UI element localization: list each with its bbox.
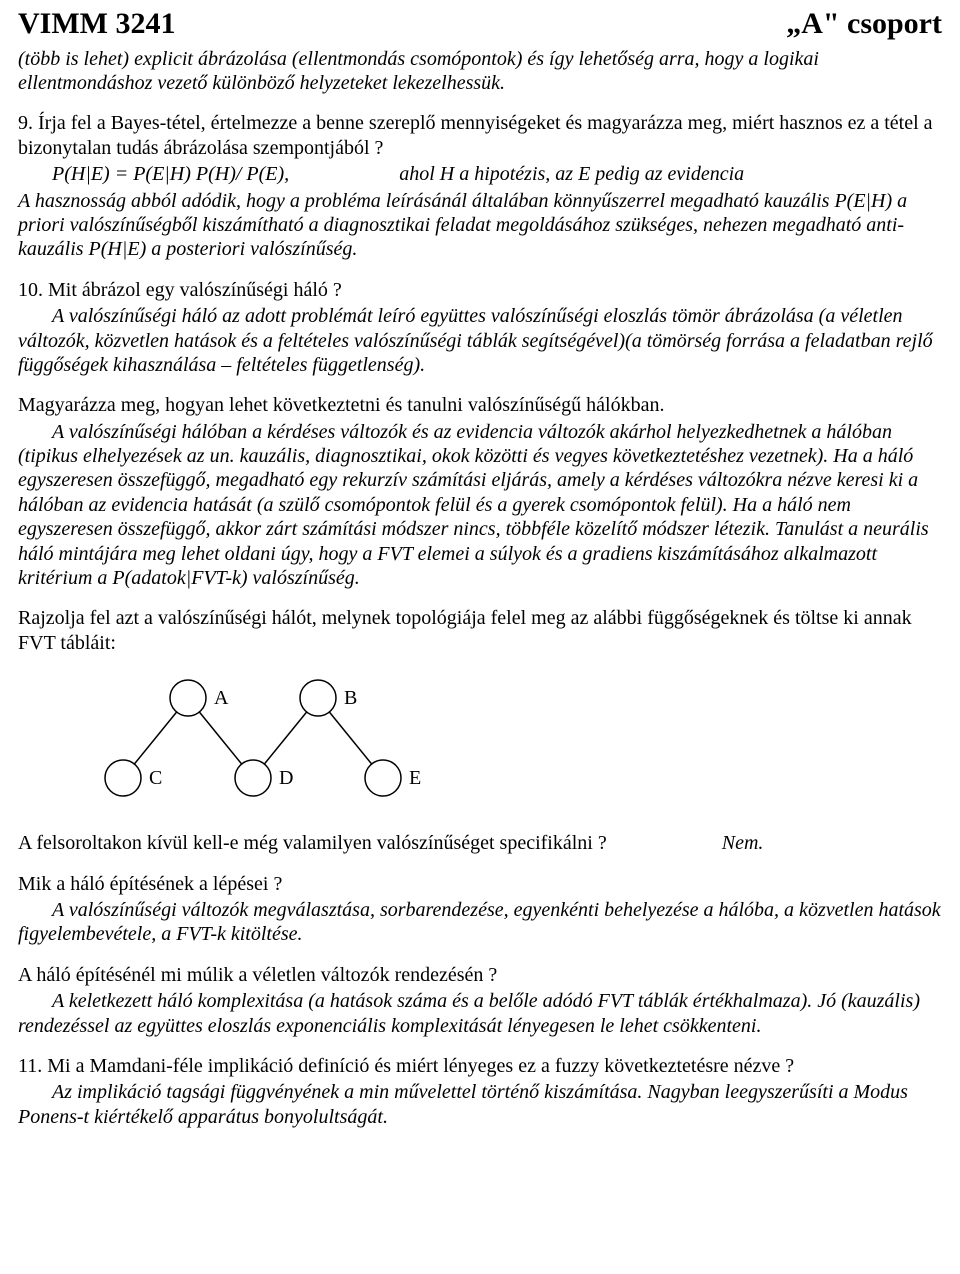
node-label-C: C [149,767,162,789]
page-header: VIMM 3241 „A" csoport [18,6,942,43]
node-label-D: D [279,767,293,789]
question-10: 10. Mit ábrázol egy valószínűségi háló ? [18,278,942,302]
node-C [105,760,141,796]
edge [264,712,306,764]
node-label-A: A [214,687,229,709]
bayes-where: ahol H a hipotézis, az E pedig az eviden… [399,163,744,185]
node-B [300,680,336,716]
question-9: 9. Írja fel a Bayes-tétel, értelmezze a … [18,111,942,160]
edge [134,712,176,764]
bayes-network-diagram: A B C D E [58,663,458,813]
question-extra-answer: Nem. [722,831,764,855]
question-extra: A felsoroltakon kívül kell-e még valamil… [18,831,942,855]
question-order: A háló építésénél mi múlik a véletlen vá… [18,963,942,987]
question-order-answer: A keletkezett háló komplexitása (a hatás… [18,989,942,1038]
node-E [365,760,401,796]
node-A [170,680,206,716]
bayes-explanation: A hasznosság abból adódik, hogy a problé… [18,189,942,262]
question-draw: Rajzolja fel azt a valószínűségi hálót, … [18,606,942,655]
question-10-answer: A valószínűségi háló az adott problémát … [18,304,942,377]
header-right: „A" csoport [786,6,942,43]
node-label-B: B [344,687,357,709]
question-steps: Mik a háló építésének a lépései ? [18,872,942,896]
header-left: VIMM 3241 [18,6,175,43]
node-label-E: E [409,767,421,789]
bayes-line: P(H|E) = P(E|H) P(H)/ P(E), ahol H a hip… [18,162,942,186]
edge [329,712,371,764]
intro-paragraph: (több is lehet) explicit ábrázolása (ell… [18,47,942,96]
question-inference-answer: A valószínűségi hálóban a kérdéses válto… [18,420,942,591]
question-extra-text: A felsoroltakon kívül kell-e még valamil… [18,832,607,854]
question-inference: Magyarázza meg, hogyan lehet következtet… [18,393,942,417]
document-page: VIMM 3241 „A" csoport (több is lehet) ex… [0,0,960,1274]
question-11: 11. Mi a Mamdani-féle implikáció definíc… [18,1054,942,1078]
question-11-answer: Az implikáció tagsági függvényének a min… [18,1080,942,1129]
bayes-formula: P(H|E) = P(E|H) P(H)/ P(E), [52,163,289,185]
edge [199,712,241,764]
question-steps-answer: A valószínűségi változók megválasztása, … [18,898,942,947]
node-D [235,760,271,796]
